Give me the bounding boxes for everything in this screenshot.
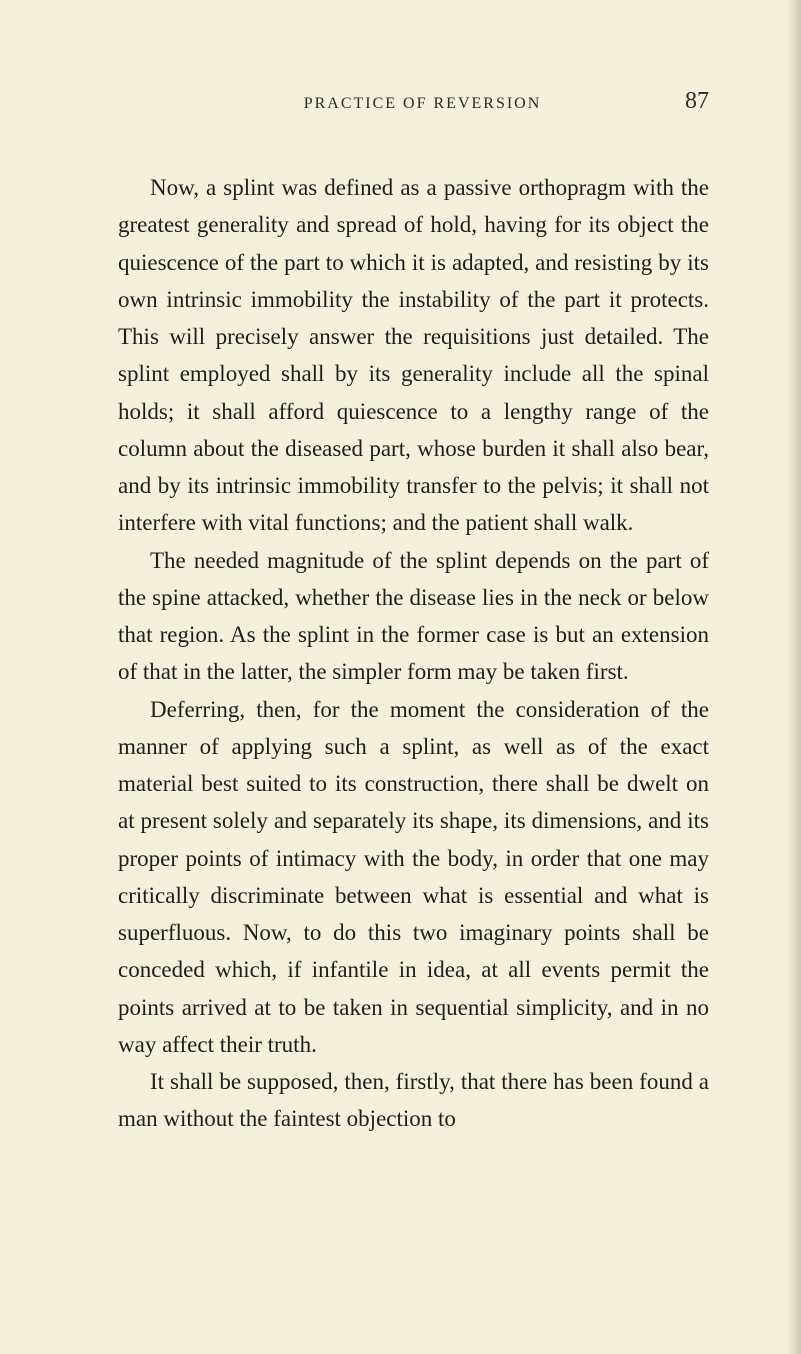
paragraph: It shall be supposed, then, firstly, tha… <box>118 1063 709 1138</box>
body-text: Now, a splint was defined as a passive o… <box>118 169 709 1138</box>
paragraph: The needed magnitude of the splint depen… <box>118 542 709 691</box>
page-container: PRACTICE OF REVERSION 87 Now, a splint w… <box>0 0 801 1354</box>
running-head: PRACTICE OF REVERSION <box>160 95 685 113</box>
paragraph: Now, a splint was defined as a passive o… <box>118 169 709 542</box>
page-header: PRACTICE OF REVERSION 87 <box>118 88 709 115</box>
page-number: 87 <box>685 88 709 115</box>
paragraph: Deferring, then, for the moment the cons… <box>118 691 709 1064</box>
